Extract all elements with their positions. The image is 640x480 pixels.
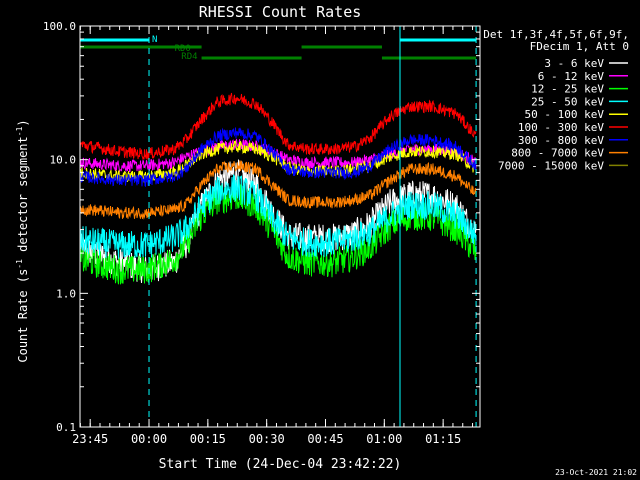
x-tick-label: 01:15: [425, 432, 461, 446]
legend-label-50-100-kev: 50 - 100 keV: [525, 108, 605, 121]
legend-label-100-300-kev: 100 - 300 keV: [518, 121, 604, 134]
marker-label-rd4: RD4: [181, 52, 197, 62]
x-tick-label: 00:30: [249, 432, 285, 446]
x-tick-label: 00:45: [307, 432, 343, 446]
x-axis-label: Start Time (24-Dec-04 23:42:22): [159, 457, 402, 472]
series-lines: [79, 92, 477, 285]
x-tick-label: 01:00: [366, 432, 402, 446]
axes: 0.1 1.0 10.0 100.0 23:45 00:00 00:15 00:30 00:45…: [43, 20, 481, 446]
footer-timestamp: 23-Oct-2021 21:02: [555, 468, 637, 477]
legend-label-25-50-kev: 25 - 50 keV: [531, 95, 604, 108]
x-tick-label: 23:45: [72, 432, 108, 446]
y-tick-label: 10.0: [50, 154, 77, 167]
marker-label-rd0: RD0: [175, 44, 191, 54]
series-line-300-800-kev: [79, 127, 477, 188]
chart-title: RHESSI Count Rates: [199, 3, 362, 21]
legend-label-3-6-kev: 3 - 6 keV: [544, 57, 604, 70]
y-tick-label: 1.0: [56, 287, 76, 300]
series-line-25-50-kev: [79, 174, 477, 259]
legend-label-7000-15000-kev: 7000 - 15000 keV: [498, 159, 604, 172]
plot-frame: [79, 25, 481, 428]
series-line-12-25-kev: [79, 183, 477, 285]
legend-label-12-25-kev: 12 - 25 keV: [531, 83, 604, 96]
x-tick-label: 00:00: [131, 432, 167, 446]
x-tick-label: 00:15: [190, 432, 226, 446]
legend-label-6-12-kev: 6 - 12 keV: [538, 70, 605, 83]
marker-label-n: N: [152, 35, 157, 45]
y-tick-label: 100.0: [43, 20, 76, 33]
legend-label-800-7000-kev: 800 - 7000 keV: [511, 147, 604, 160]
legend-label-300-800-kev: 300 - 800 keV: [518, 134, 604, 147]
legend-header: FDecim 1, Att 0: [530, 40, 629, 53]
y-axis-label: Count Rate (s-1 detector segment-1): [15, 119, 30, 362]
series-line-800-7000-kev: [79, 160, 477, 220]
legend-header: Det 1f,3f,4f,5f,6f,9f,: [483, 28, 629, 41]
series-line-100-300-kev: [79, 92, 477, 160]
legend: Det 1f,3f,4f,5f,6f,9f,FDecim 1, Att 0 3 -…: [483, 28, 629, 172]
y-tick-label: 0.1: [56, 421, 76, 434]
